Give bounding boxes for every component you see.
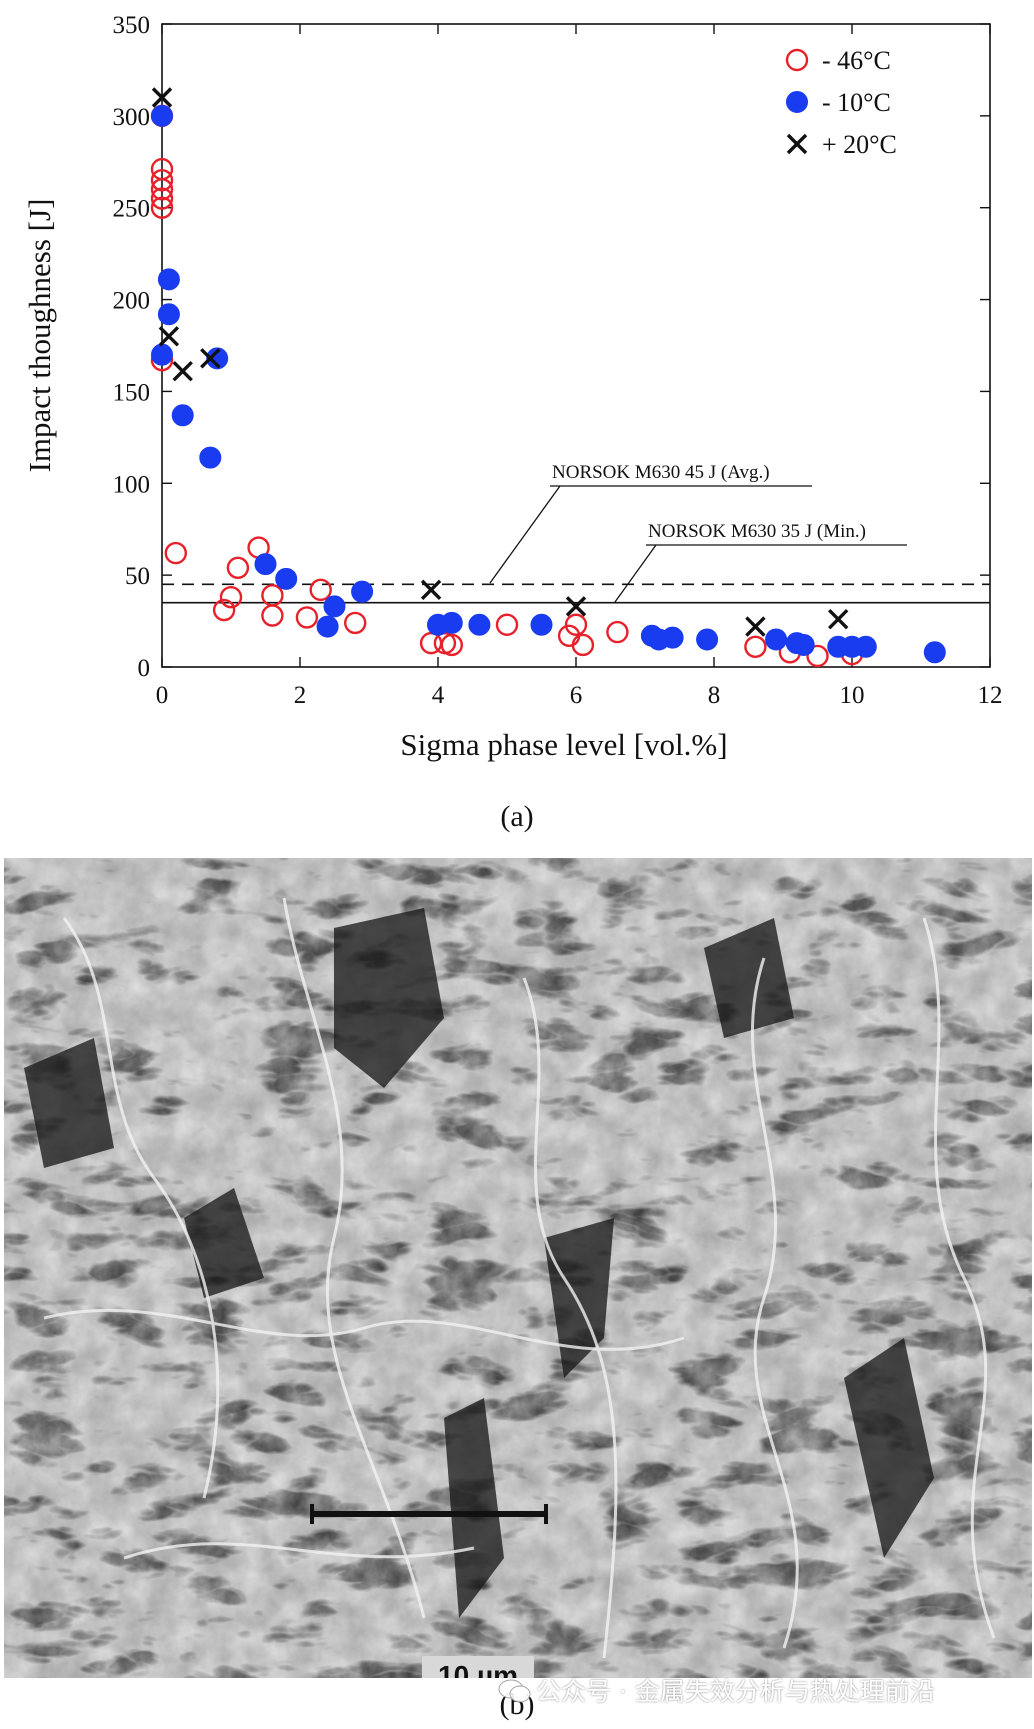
wechat-icon	[498, 1679, 531, 1703]
impact-toughness-chart: 0 2 4 6 8 10 12 0 50 100 150 200 250 300 350 Sigma phas…	[22, 12, 1003, 762]
sem-fractograph-image: 10 µm	[4, 858, 1032, 1678]
data-point	[150, 178, 174, 201]
data-point	[351, 580, 374, 603]
reference-line-label: NORSOK M630 35 J (Min.)	[648, 521, 866, 542]
x-tick-label: 12	[978, 682, 1003, 709]
data-point	[530, 613, 553, 636]
data-point	[661, 626, 684, 649]
x-stroke	[151, 87, 173, 108]
watermark: 公众号 · 金属失效分析与热处理前沿	[498, 1672, 1008, 1708]
data-point	[323, 595, 346, 618]
x-tick-label: 6	[570, 682, 583, 709]
x-stroke	[565, 596, 587, 617]
data-point	[295, 606, 319, 629]
data-point	[151, 104, 173, 127]
y-tick-label: 50	[125, 563, 150, 590]
y-tick-label: 350	[113, 12, 151, 39]
data-point	[206, 347, 229, 370]
y-tick-label: 300	[113, 104, 151, 131]
y-tick-label: 150	[113, 379, 151, 406]
data-point	[316, 615, 339, 638]
data-point	[158, 326, 180, 347]
x-stroke	[172, 361, 193, 382]
data-point	[172, 361, 193, 382]
data-point	[309, 578, 332, 602]
data-point	[606, 620, 629, 644]
series-2	[151, 104, 946, 664]
scale-bar	[310, 1504, 548, 1524]
x-stroke	[745, 616, 766, 637]
legend: - 46°C - 10°C + 20°C	[785, 46, 897, 159]
x-tick-label: 10	[840, 682, 865, 709]
figure-caption-a: (a)	[500, 800, 534, 833]
data-point	[744, 635, 767, 658]
data-point	[571, 633, 595, 657]
y-tick-label: 250	[113, 196, 151, 223]
data-point	[157, 268, 180, 291]
data-point	[171, 404, 194, 427]
x-tick-label: 0	[156, 682, 169, 709]
data-point	[854, 635, 877, 658]
y-tick-label: 0	[138, 655, 151, 682]
data-point	[495, 613, 519, 636]
scale-bar-label: 10 µm	[422, 1656, 534, 1678]
legend-label: - 10°C	[822, 88, 891, 117]
data-point	[254, 553, 277, 576]
series-1	[150, 104, 864, 668]
reference-line-label: NORSOK M630 45 J (Avg.)	[552, 462, 770, 483]
legend-marker	[786, 133, 808, 155]
data-point	[151, 87, 173, 108]
x-tick-label: 4	[432, 682, 445, 709]
data-point	[565, 596, 587, 617]
y-axis-label: Impact thoughness [J]	[22, 199, 57, 473]
data-point	[199, 446, 222, 469]
reference-callout-leader	[489, 485, 561, 584]
data-point	[806, 644, 829, 668]
data-point	[468, 613, 491, 636]
data-point	[564, 613, 588, 636]
fracture-surface-texture	[4, 858, 1032, 1678]
x-tick-label: 2	[294, 682, 307, 709]
x-tick-label: 8	[708, 682, 721, 709]
data-point	[696, 628, 719, 651]
x-stroke	[200, 348, 221, 369]
legend-marker	[786, 91, 808, 113]
watermark-text: 公众号 · 金属失效分析与热处理前沿	[536, 1677, 935, 1706]
data-point	[745, 616, 766, 637]
x-stroke	[786, 133, 808, 155]
data-point	[344, 611, 367, 635]
data-point	[164, 541, 188, 565]
data-point	[275, 567, 298, 590]
legend-label: - 46°C	[822, 46, 891, 75]
data-point	[923, 641, 946, 664]
x-stroke	[827, 609, 849, 630]
data-point	[765, 628, 788, 651]
legend-label: + 20°C	[822, 130, 897, 159]
y-tick-label: 200	[113, 288, 151, 315]
data-point	[440, 633, 463, 657]
data-point	[827, 609, 849, 630]
legend-marker	[785, 48, 809, 72]
data-point	[200, 348, 221, 369]
data-point	[150, 168, 174, 192]
x-axis-label: Sigma phase level [vol.%]	[400, 727, 727, 762]
data-point	[261, 604, 284, 627]
data-point	[150, 196, 174, 219]
y-tick-label: 100	[113, 471, 151, 498]
data-point	[219, 585, 243, 609]
data-point	[157, 303, 180, 326]
data-point	[150, 187, 174, 210]
series-3	[151, 87, 849, 637]
data-point	[792, 633, 815, 656]
x-stroke	[158, 326, 180, 347]
data-point	[226, 556, 250, 579]
data-point	[420, 579, 442, 601]
x-stroke	[420, 579, 442, 601]
data-point	[151, 343, 173, 366]
data-point	[440, 611, 463, 634]
reference-callout-leader	[614, 544, 657, 603]
data-point	[212, 598, 236, 622]
